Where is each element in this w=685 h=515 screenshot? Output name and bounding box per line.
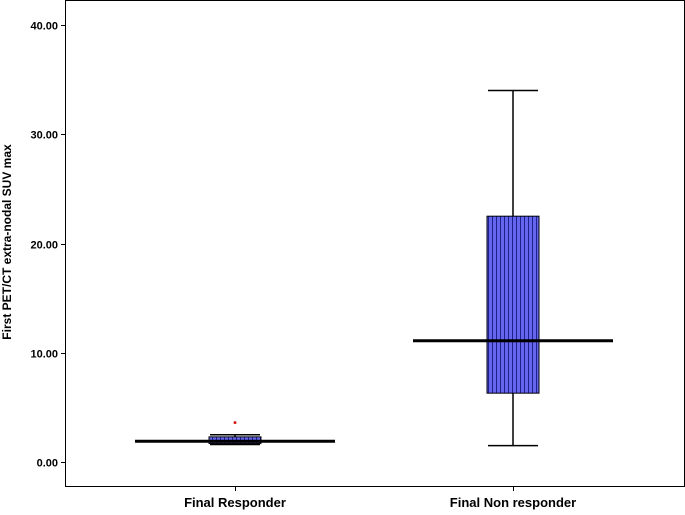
y-tick-label: 30.00 <box>30 130 58 142</box>
boxes <box>135 89 613 447</box>
y-tick-label: 20.00 <box>30 240 58 252</box>
y-tick-label: 0.00 <box>37 458 58 470</box>
x-tick-label: Final Non responder <box>450 495 576 510</box>
x-tick-label: Final Responder <box>184 495 286 510</box>
outlier-point <box>233 421 237 425</box>
y-axis-title: First PET/CT extra-nodal SUV max <box>0 144 14 340</box>
x-axis: Final Responder Final Non responder <box>184 486 576 510</box>
y-axis: 0.00 10.00 20.00 30.00 40.00 <box>30 21 66 470</box>
box-group <box>135 421 335 446</box>
plot-frame <box>65 0 685 487</box>
iqr-box <box>486 215 540 394</box>
box-group <box>413 89 613 447</box>
y-tick-label: 10.00 <box>30 349 58 361</box>
y-tick-label: 40.00 <box>30 21 58 33</box>
